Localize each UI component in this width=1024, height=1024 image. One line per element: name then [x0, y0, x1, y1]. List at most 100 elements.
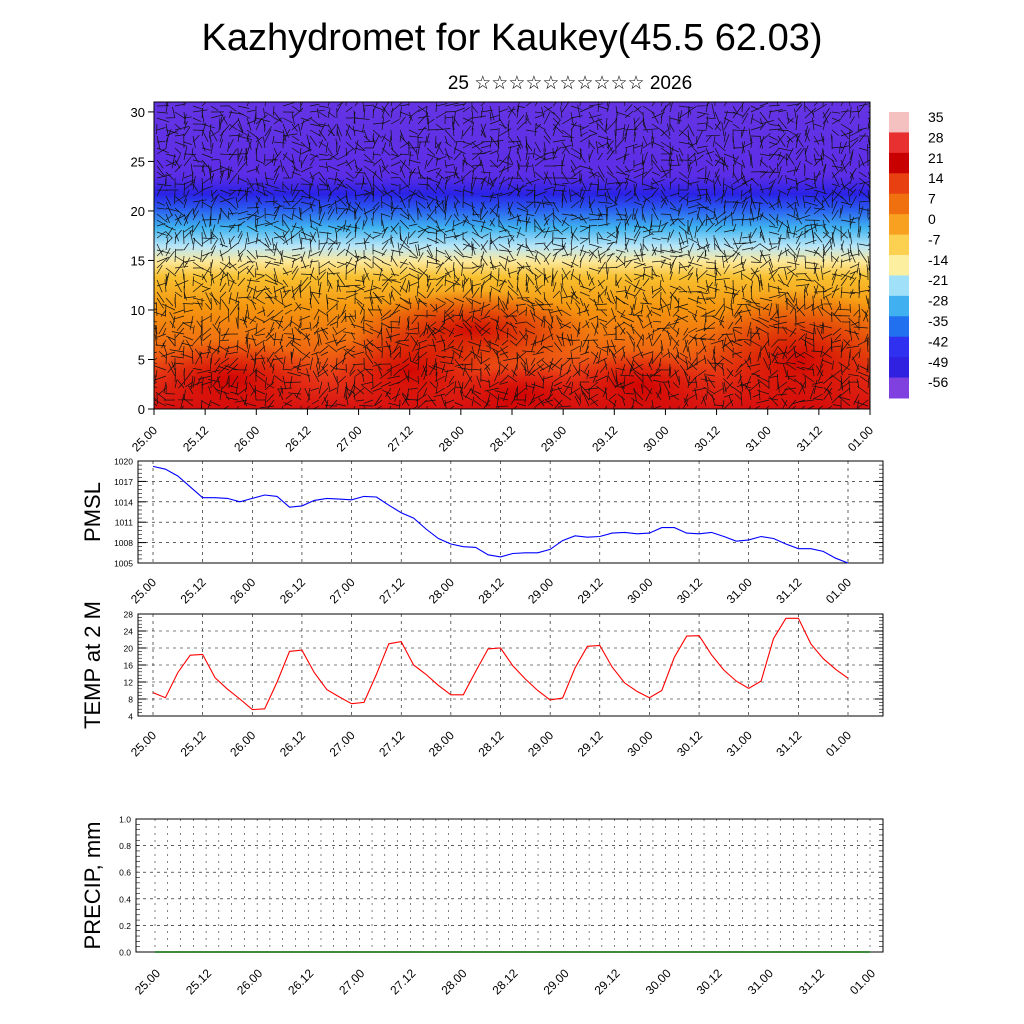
- wind-vector: [561, 154, 566, 167]
- wind-vector: [849, 171, 855, 180]
- wind-vector: [320, 351, 329, 356]
- wind-vector: [336, 242, 341, 251]
- wind-vector: [408, 351, 412, 362]
- wind-vector: [777, 238, 781, 251]
- wind-vector: [246, 168, 258, 173]
- wind-vector: [822, 191, 834, 203]
- wind-vector: [741, 213, 745, 227]
- wind-vector: [858, 102, 867, 113]
- wind-vector: [633, 132, 637, 143]
- wind-vector: [291, 258, 295, 269]
- wind-vector: [831, 117, 841, 122]
- wind-vector: [291, 105, 301, 113]
- wind-vector: [165, 102, 169, 113]
- wind-vector: [516, 352, 527, 365]
- pmsl-x-tick-label: 30.00: [624, 575, 655, 606]
- wind-vector: [831, 232, 834, 245]
- wind-vector: [189, 381, 203, 388]
- wind-vector: [354, 241, 370, 245]
- wind-vector: [588, 243, 602, 249]
- wind-vector: [743, 340, 752, 347]
- wind-vector: [562, 385, 572, 389]
- wind-vector: [822, 164, 827, 173]
- colorbar-swatch: [889, 357, 909, 379]
- wind-vector: [291, 225, 301, 229]
- wind-vector: [534, 183, 536, 193]
- wind-vector: [579, 291, 590, 297]
- wind-vector: [345, 249, 358, 259]
- wind-vector: [630, 323, 635, 335]
- wind-vector: [793, 201, 797, 217]
- pmsl-x-tick-label: 27.12: [376, 575, 407, 606]
- wind-vector: [471, 141, 483, 153]
- wind-vector: [734, 369, 743, 378]
- wind-vector: [173, 309, 185, 314]
- wind-vector: [404, 399, 419, 401]
- wind-vector: [588, 183, 598, 185]
- wind-vector: [291, 153, 295, 164]
- wind-vector: [435, 157, 439, 167]
- wind-vector: [723, 156, 726, 167]
- wind-vector: [534, 153, 544, 160]
- wind-vector: [212, 345, 221, 354]
- wind-vector: [156, 174, 172, 179]
- wind-vector: [363, 261, 373, 269]
- wind-vector: [196, 369, 212, 374]
- wind-vector: [526, 363, 536, 376]
- wind-vector: [596, 385, 608, 395]
- wind-vector: [252, 296, 266, 305]
- wind-vector: [633, 201, 642, 206]
- wind-vector: [614, 295, 626, 305]
- wind-vector: [795, 284, 810, 287]
- wind-vector: [381, 241, 389, 251]
- section-x-tick-label: 31.12: [794, 423, 825, 454]
- wind-vector: [644, 385, 653, 395]
- wind-vector: [543, 273, 546, 287]
- wind-vector: [309, 285, 312, 297]
- wind-vector: [423, 321, 428, 337]
- wind-vector: [561, 295, 573, 299]
- wind-vector: [201, 225, 207, 239]
- wind-vector: [498, 165, 512, 173]
- wind-vector: [750, 113, 754, 125]
- wind-vector: [561, 253, 571, 257]
- wind-vector: [220, 339, 230, 342]
- wind-vector: [865, 295, 869, 305]
- wind-vector: [480, 201, 485, 215]
- wind-vector: [633, 254, 646, 257]
- wind-vector: [489, 137, 493, 149]
- wind-vector: [820, 306, 833, 317]
- wind-vector: [796, 306, 806, 317]
- wind-vector: [463, 319, 473, 329]
- wind-vector: [273, 147, 279, 157]
- wind-vector: [694, 387, 698, 401]
- wind-vector: [226, 375, 230, 384]
- wind-vector: [804, 279, 814, 282]
- wind-vector: [298, 124, 302, 137]
- wind-vector: [804, 206, 812, 215]
- wind-vector: [786, 291, 795, 303]
- wind-vector: [795, 117, 798, 131]
- wind-vector: [516, 121, 527, 131]
- wind-vector: [642, 277, 650, 287]
- wind-vector: [590, 351, 599, 359]
- wind-vector: [290, 351, 293, 365]
- wind-vector: [721, 333, 734, 335]
- wind-vector: [723, 111, 736, 114]
- wind-vector: [309, 357, 313, 371]
- wind-vector: [516, 216, 520, 227]
- wind-vector: [840, 341, 844, 353]
- wind-vector: [201, 162, 205, 173]
- wind-vector: [768, 123, 781, 127]
- wind-vector: [579, 383, 590, 395]
- wind-vector: [822, 111, 829, 124]
- wind-vector: [534, 153, 547, 161]
- wind-vector: [552, 139, 566, 143]
- pmsl-x-tick-label: 30.12: [674, 575, 705, 606]
- wind-vector: [408, 273, 420, 280]
- colorbar-swatch: [889, 377, 909, 399]
- wind-vector: [348, 381, 356, 396]
- wind-vector: [714, 141, 726, 152]
- wind-vector: [712, 349, 716, 365]
- wind-vector: [637, 344, 644, 359]
